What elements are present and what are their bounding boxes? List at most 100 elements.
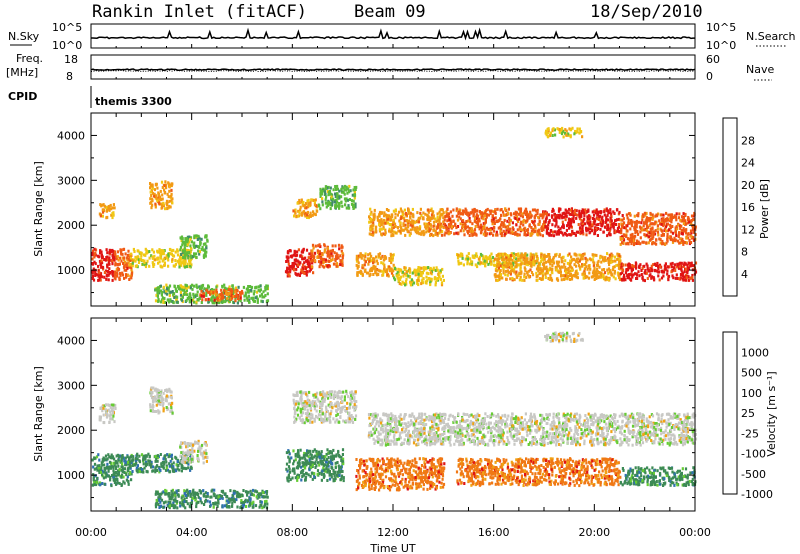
heatmap-cell <box>173 264 176 268</box>
heatmap-cell <box>341 251 344 255</box>
heatmap-cell <box>100 259 103 263</box>
heatmap-cell <box>687 216 690 219</box>
heatmap-cell <box>524 252 527 256</box>
heatmap-cell <box>474 232 477 236</box>
heatmap-cell <box>468 234 471 237</box>
heatmap-cell <box>626 263 629 267</box>
heatmap-cell <box>393 222 397 226</box>
heatmap-cell <box>538 228 541 232</box>
heatmap-cell <box>154 470 157 474</box>
heatmap-cell <box>562 233 565 237</box>
heatmap-cell <box>490 260 493 264</box>
heatmap-cell <box>117 458 120 462</box>
heatmap-cell <box>541 234 544 238</box>
heatmap-cell <box>287 251 290 255</box>
heatmap-cell <box>171 201 174 205</box>
heatmap-cell <box>489 212 492 216</box>
heatmap-cell <box>417 231 420 235</box>
heatmap-cell <box>657 233 660 237</box>
heatmap-cell <box>607 223 610 227</box>
heatmap-cell <box>522 258 525 262</box>
heatmap-cell <box>438 221 441 225</box>
heatmap-cell <box>483 214 486 218</box>
heatmap-cell <box>388 214 391 218</box>
heatmap-cell <box>573 232 576 235</box>
heatmap-cell <box>105 473 108 477</box>
heatmap-cell <box>361 273 364 277</box>
heatmap-cell <box>367 253 370 257</box>
heatmap-cell <box>113 463 116 467</box>
heatmap-cell <box>426 214 429 218</box>
heatmap-cell <box>304 267 307 271</box>
heatmap-cell <box>508 261 511 265</box>
heatmap-cell <box>374 271 377 275</box>
heatmap-cell <box>369 217 373 221</box>
heatmap-cell <box>371 226 374 229</box>
heatmap-cell <box>121 273 124 277</box>
heatmap-cell <box>408 219 411 223</box>
heatmap-cell <box>531 256 534 260</box>
heatmap-cell <box>169 389 172 393</box>
heatmap-cell <box>415 228 418 232</box>
heatmap-cell <box>303 261 306 265</box>
heatmap-cell <box>376 273 379 277</box>
heatmap-cell <box>205 293 208 297</box>
heatmap-cell <box>122 467 125 471</box>
heatmap-cell <box>266 284 269 288</box>
heatmap-cell <box>408 270 412 274</box>
heatmap-cell <box>578 226 582 230</box>
heatmap-cell <box>101 255 104 259</box>
heatmap-cell <box>525 219 528 223</box>
heatmap-cell <box>562 135 565 139</box>
heatmap-cell <box>101 482 104 485</box>
heatmap-cell <box>170 192 173 196</box>
heatmap-cell <box>519 207 523 211</box>
heatmap-cell <box>450 225 453 229</box>
heatmap-cell <box>305 248 309 252</box>
heatmap-cell <box>366 257 369 261</box>
heatmap-cell <box>620 222 623 226</box>
heatmap-cell <box>399 224 402 228</box>
heatmap-cell <box>561 216 564 220</box>
colorbar-frame <box>722 117 738 297</box>
heatmap-cell <box>531 208 535 212</box>
heatmap-cell <box>293 258 296 262</box>
heatmap-cell <box>486 207 489 211</box>
heatmap-cell <box>429 271 433 275</box>
heatmap-cell <box>185 237 188 241</box>
heatmap-cell <box>327 193 330 197</box>
heatmap-cell <box>308 252 311 256</box>
heatmap-cell <box>392 263 395 267</box>
heatmap-cell <box>185 289 188 293</box>
heatmap-cell <box>621 222 625 226</box>
heatmap-cell <box>319 262 322 266</box>
heatmap-cell <box>91 270 94 274</box>
heatmap-cell <box>685 278 688 282</box>
heatmap-cell <box>162 301 165 304</box>
heatmap-cell <box>582 273 585 277</box>
heatmap-cell <box>173 292 176 296</box>
heatmap-cell <box>114 277 117 281</box>
heatmap-cell <box>152 405 155 408</box>
heatmap-cell <box>176 295 179 299</box>
heatmap-cell <box>167 181 170 185</box>
heatmap-cell <box>137 261 141 264</box>
heatmap-cell <box>100 204 103 208</box>
heatmap-cell <box>464 221 467 225</box>
heatmap-cell <box>622 276 625 280</box>
heatmap-cell <box>523 278 526 282</box>
heatmap-cell <box>347 187 350 191</box>
heatmap-cell <box>543 212 546 216</box>
heatmap-cell <box>693 238 696 242</box>
heatmap-cell <box>160 462 163 466</box>
heatmap-cell <box>439 208 442 212</box>
heatmap-cell <box>541 213 544 217</box>
heatmap-cell <box>540 214 543 217</box>
heatmap-cell <box>686 263 689 267</box>
heatmap-cell <box>176 467 179 471</box>
heatmap-cell <box>352 203 355 207</box>
heatmap-cell <box>351 193 354 197</box>
heatmap-cell <box>537 262 540 266</box>
heatmap-cell <box>427 266 430 269</box>
heatmap-cell <box>222 296 225 300</box>
